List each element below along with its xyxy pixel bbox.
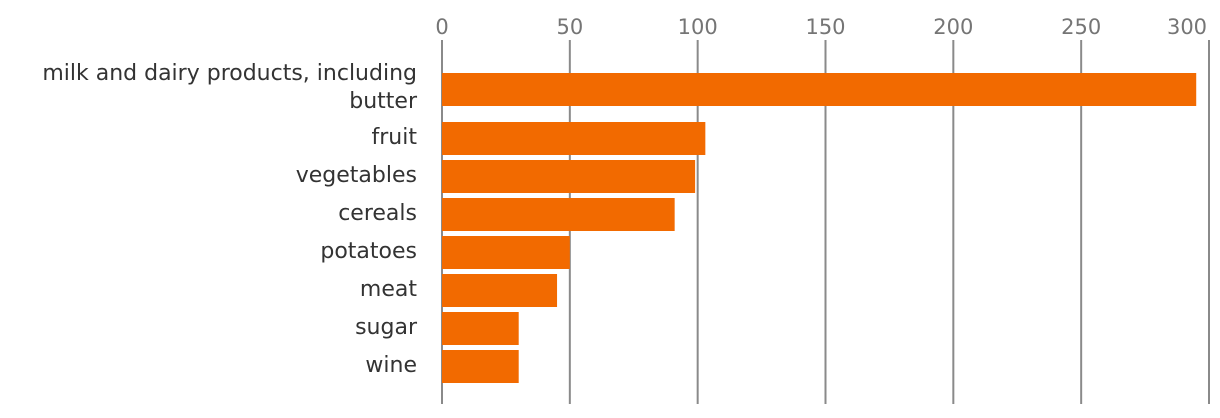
x-tick-label: 300 [1167,15,1207,39]
bar-vegetables [442,160,696,193]
bar-meat [442,274,558,307]
x-tick-label: 100 [678,15,718,39]
category-label: meat [360,277,417,302]
category-label-line: milk and dairy products, including [42,61,417,86]
x-tick-label: 250 [1061,15,1101,39]
x-tick-label: 50 [556,15,583,39]
category-label: wine [365,353,417,378]
category-label: cereals [338,201,417,226]
category-label: sugar [355,315,418,340]
category-label: milk and dairy products, including butter [42,61,418,114]
x-tick-label: 150 [805,15,845,39]
bar-cereals [442,198,675,231]
bar-wine [442,350,519,383]
bar-potatoes [442,236,570,269]
bar-sugar [442,312,519,345]
category-labels: milk and dairy products, including butter… [42,61,418,378]
bar-fruit [442,122,706,155]
bars [442,73,1197,383]
x-tick-label: 200 [933,15,973,39]
bar-milk [442,73,1197,106]
category-label: potatoes [320,239,417,264]
category-label-line: butter [349,89,418,114]
category-label: fruit [372,125,418,150]
x-tick-label: 0 [435,15,448,39]
category-label: vegetables [296,163,417,188]
x-axis-ticks: 0 50 100 150 200 250 300 [435,15,1207,39]
